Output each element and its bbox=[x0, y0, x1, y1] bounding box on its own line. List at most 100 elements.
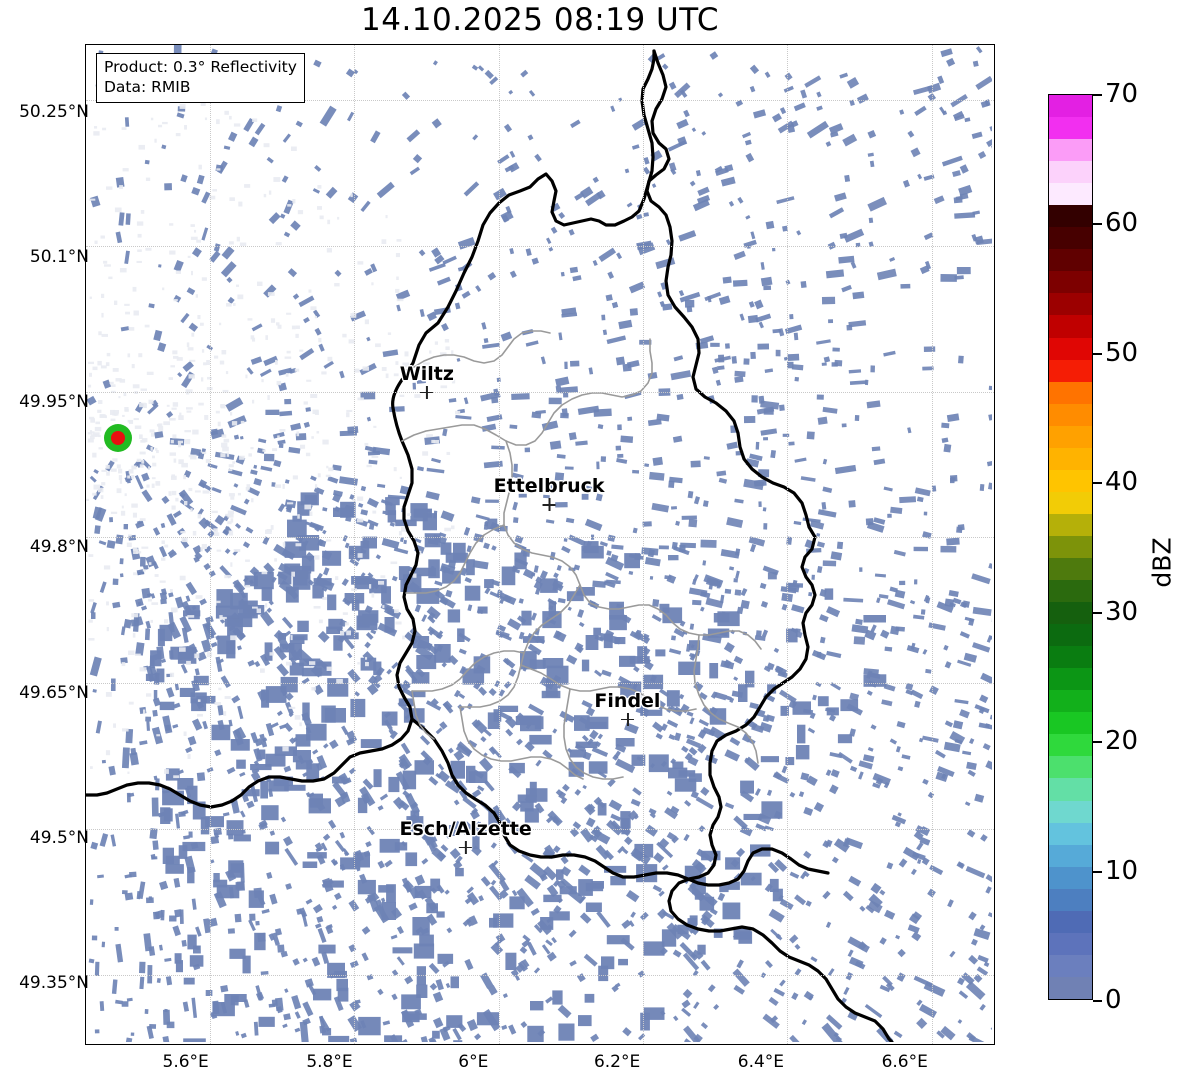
echo-cell bbox=[643, 941, 665, 956]
echo-cell bbox=[322, 597, 327, 600]
echo-cell bbox=[258, 438, 267, 444]
echo-cell bbox=[112, 578, 119, 586]
echo-cell bbox=[469, 771, 488, 783]
echo-cell bbox=[362, 536, 377, 549]
gridline-lon bbox=[499, 45, 500, 1044]
echo-cell bbox=[831, 856, 839, 864]
echo-cell bbox=[922, 778, 929, 785]
echo-cell bbox=[141, 587, 151, 599]
echo-cell bbox=[893, 1030, 903, 1039]
echo-cell bbox=[189, 955, 204, 967]
echo-cell bbox=[527, 134, 534, 141]
echo-cell bbox=[106, 186, 113, 190]
echo-cell bbox=[334, 839, 346, 853]
echo-cell bbox=[747, 314, 759, 324]
echo-cell bbox=[201, 544, 207, 549]
echo-cell bbox=[89, 599, 95, 602]
echo-cell bbox=[754, 635, 766, 641]
echo-cell bbox=[149, 429, 155, 433]
echo-cell bbox=[817, 416, 828, 425]
echo-cell bbox=[870, 365, 876, 373]
reflectivity-colorbar[interactable] bbox=[1048, 94, 1093, 1000]
echo-cell bbox=[303, 421, 311, 428]
echo-cell bbox=[395, 621, 402, 625]
echo-cell bbox=[787, 353, 800, 361]
echo-cell bbox=[749, 702, 759, 710]
echo-cell bbox=[372, 510, 377, 514]
echo-cell bbox=[480, 736, 487, 743]
echo-cell bbox=[736, 959, 744, 969]
echo-cell bbox=[421, 614, 428, 623]
echo-cell bbox=[849, 380, 867, 385]
echo-cell bbox=[88, 361, 94, 365]
echo-cell bbox=[139, 434, 143, 439]
echo-cell bbox=[398, 753, 413, 769]
echo-cell bbox=[786, 628, 798, 643]
echo-cell bbox=[187, 255, 191, 258]
echo-cell bbox=[414, 760, 434, 775]
echo-cell bbox=[145, 247, 152, 251]
echo-cell bbox=[233, 303, 236, 306]
echo-cell bbox=[314, 555, 320, 560]
echo-cell bbox=[754, 299, 764, 310]
echo-cell bbox=[520, 1021, 528, 1028]
echo-cell bbox=[245, 487, 250, 491]
echo-cell bbox=[666, 922, 683, 940]
echo-cell bbox=[501, 566, 516, 586]
echo-cell bbox=[785, 757, 795, 766]
echo-cell bbox=[641, 547, 659, 556]
echo-cell bbox=[529, 781, 537, 798]
echo-cell bbox=[263, 355, 279, 367]
echo-cell bbox=[431, 247, 442, 258]
colorbar-band bbox=[1049, 910, 1092, 933]
echo-cell bbox=[429, 350, 432, 354]
echo-cell bbox=[954, 275, 964, 280]
radar-map-plot[interactable]: Product: 0.3° Reflectivity Data: RMIB Wi… bbox=[85, 44, 995, 1045]
echo-cell bbox=[233, 549, 241, 552]
echo-cell bbox=[213, 532, 220, 536]
echo-cell bbox=[743, 813, 762, 820]
echo-cell bbox=[870, 724, 877, 730]
echo-cell bbox=[927, 888, 936, 898]
echo-cell bbox=[145, 444, 155, 452]
echo-cell bbox=[543, 494, 550, 499]
echo-cell bbox=[328, 819, 337, 829]
echo-cell bbox=[268, 933, 275, 941]
echo-cell bbox=[775, 665, 788, 677]
echo-cell bbox=[136, 551, 142, 554]
echo-cell bbox=[621, 919, 632, 930]
echo-cell bbox=[959, 709, 970, 719]
echo-cell bbox=[773, 987, 786, 997]
echo-cell bbox=[136, 221, 144, 226]
echo-cell bbox=[169, 223, 174, 226]
echo-cell bbox=[775, 349, 781, 357]
echo-cell bbox=[201, 448, 206, 453]
echo-cell bbox=[110, 390, 116, 393]
echo-cell bbox=[487, 712, 501, 729]
echo-cell bbox=[462, 918, 472, 927]
echo-cell bbox=[224, 110, 229, 115]
echo-cell bbox=[426, 913, 438, 926]
radar-site-marker[interactable] bbox=[104, 423, 133, 452]
echo-cell bbox=[106, 601, 109, 606]
echo-cell bbox=[120, 510, 126, 516]
echo-cell bbox=[114, 300, 118, 305]
echo-cell bbox=[464, 958, 474, 971]
echo-cell bbox=[339, 430, 357, 437]
colorbar-band bbox=[1049, 359, 1092, 382]
echo-cell bbox=[192, 429, 199, 435]
echo-cell bbox=[483, 542, 490, 550]
echo-cell bbox=[965, 981, 986, 1001]
echo-cell bbox=[114, 413, 117, 416]
echo-cell bbox=[527, 643, 542, 656]
echo-cell bbox=[941, 422, 950, 429]
echo-cell bbox=[688, 519, 698, 528]
echo-cell bbox=[206, 360, 210, 365]
echo-cell bbox=[563, 538, 568, 542]
echo-cell bbox=[676, 118, 689, 130]
echo-cell bbox=[128, 469, 134, 474]
echo-cell bbox=[666, 719, 679, 728]
echo-cell bbox=[91, 935, 98, 941]
echo-cell bbox=[760, 756, 779, 763]
echo-cell bbox=[146, 693, 152, 697]
